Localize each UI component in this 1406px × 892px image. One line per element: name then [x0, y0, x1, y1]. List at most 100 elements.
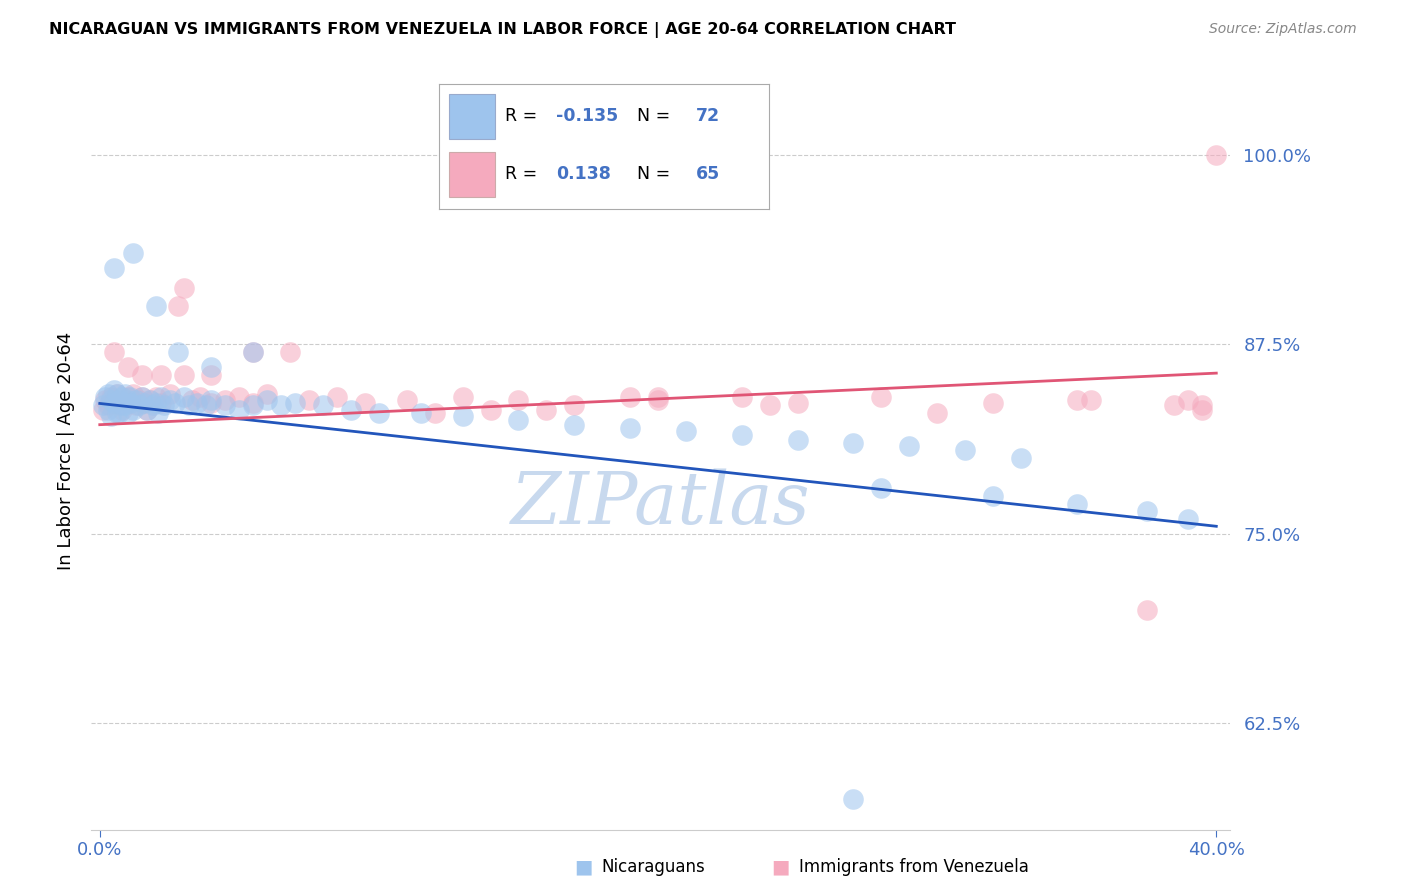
Point — [134, 396, 156, 410]
Point — [536, 402, 558, 417]
Point — [91, 398, 114, 412]
Point — [117, 391, 139, 405]
Point — [423, 406, 446, 420]
Point — [167, 300, 190, 314]
Text: Immigrants from Venezuela: Immigrants from Venezuela — [799, 858, 1028, 876]
Point — [117, 393, 139, 408]
Point — [451, 409, 474, 423]
Point — [194, 398, 217, 412]
Point — [111, 402, 134, 417]
Point — [619, 421, 641, 435]
Point — [148, 406, 170, 420]
Point — [242, 345, 264, 359]
Point — [953, 443, 976, 458]
Point — [367, 406, 389, 420]
Point — [150, 396, 173, 410]
Point — [128, 398, 150, 412]
Point — [100, 393, 122, 408]
Point — [131, 368, 153, 382]
Point — [647, 393, 669, 408]
Point — [111, 398, 134, 412]
Point — [188, 391, 211, 405]
Point — [256, 387, 278, 401]
Point — [898, 439, 921, 453]
Point — [153, 398, 176, 412]
Point — [284, 396, 307, 410]
Point — [120, 391, 142, 405]
Text: Source: ZipAtlas.com: Source: ZipAtlas.com — [1209, 22, 1357, 37]
Y-axis label: In Labor Force | Age 20-64: In Labor Force | Age 20-64 — [56, 331, 75, 570]
Text: ZIPatlas: ZIPatlas — [510, 468, 811, 539]
Point — [117, 360, 139, 375]
Point — [214, 393, 236, 408]
Point — [1010, 451, 1032, 466]
Point — [326, 391, 349, 405]
Point — [270, 398, 292, 412]
Point — [173, 391, 195, 405]
Point — [117, 406, 139, 420]
Point — [786, 396, 808, 410]
Point — [94, 391, 117, 405]
Point — [91, 402, 114, 417]
Point — [108, 393, 131, 408]
Point — [508, 413, 530, 427]
Point — [94, 393, 117, 408]
Point — [981, 396, 1004, 410]
Point — [167, 345, 190, 359]
Text: NICARAGUAN VS IMMIGRANTS FROM VENEZUELA IN LABOR FORCE | AGE 20-64 CORRELATION C: NICARAGUAN VS IMMIGRANTS FROM VENEZUELA … — [49, 22, 956, 38]
Point — [105, 387, 128, 401]
Point — [508, 393, 530, 408]
Point — [120, 396, 142, 410]
Point — [165, 396, 187, 410]
Point — [354, 396, 377, 410]
Point — [1163, 398, 1185, 412]
Point — [120, 396, 142, 410]
Point — [125, 398, 148, 412]
Point — [108, 398, 131, 412]
Point — [395, 393, 418, 408]
Point — [340, 402, 363, 417]
Point — [159, 393, 181, 408]
Point — [100, 391, 122, 405]
Point — [103, 396, 125, 410]
Point — [97, 398, 120, 412]
Point — [173, 281, 195, 295]
Point — [103, 393, 125, 408]
Point — [256, 393, 278, 408]
Point — [200, 360, 222, 375]
Point — [200, 393, 222, 408]
Point — [200, 396, 222, 410]
Point — [731, 428, 754, 442]
Point — [114, 387, 136, 401]
Point — [100, 409, 122, 423]
Point — [105, 406, 128, 420]
Point — [870, 391, 893, 405]
Point — [136, 402, 159, 417]
Point — [1135, 603, 1157, 617]
Point — [842, 436, 865, 450]
Point — [562, 417, 585, 432]
Point — [105, 387, 128, 401]
Point — [177, 398, 200, 412]
Point — [1066, 496, 1088, 510]
Point — [214, 398, 236, 412]
Point — [159, 387, 181, 401]
Point — [758, 398, 780, 412]
Point — [145, 396, 167, 410]
Point — [981, 489, 1004, 503]
Point — [180, 393, 202, 408]
Point — [122, 387, 145, 401]
Point — [139, 393, 162, 408]
Point — [111, 391, 134, 405]
Point — [242, 396, 264, 410]
Point — [131, 391, 153, 405]
Point — [134, 396, 156, 410]
Point — [131, 391, 153, 405]
Point — [103, 383, 125, 397]
Point — [298, 393, 321, 408]
Point — [186, 396, 208, 410]
Point — [145, 300, 167, 314]
Point — [870, 482, 893, 496]
Point — [242, 398, 264, 412]
Point — [150, 391, 173, 405]
